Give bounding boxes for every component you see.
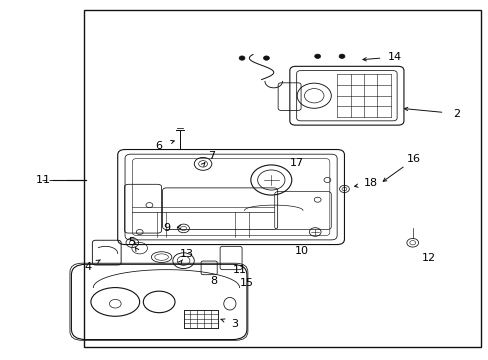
Text: 10: 10 bbox=[294, 246, 308, 256]
Bar bbox=[83, 10, 480, 347]
Text: 1–: 1– bbox=[43, 175, 56, 185]
Text: 2: 2 bbox=[452, 109, 459, 119]
Text: 6: 6 bbox=[155, 141, 163, 151]
Text: 17: 17 bbox=[289, 158, 304, 168]
Text: 18: 18 bbox=[364, 178, 378, 188]
Text: 3: 3 bbox=[231, 319, 238, 329]
Text: 14: 14 bbox=[387, 52, 401, 62]
Bar bbox=[183, 310, 217, 328]
Text: 11: 11 bbox=[232, 265, 246, 275]
Circle shape bbox=[338, 54, 344, 58]
Text: 9: 9 bbox=[163, 223, 170, 233]
Circle shape bbox=[239, 56, 244, 60]
Text: 16: 16 bbox=[407, 154, 420, 164]
Text: 4: 4 bbox=[85, 262, 92, 272]
Text: 8: 8 bbox=[210, 276, 217, 286]
Text: 12: 12 bbox=[421, 253, 435, 263]
Text: 15: 15 bbox=[240, 278, 253, 288]
Circle shape bbox=[314, 54, 320, 58]
Text: 7: 7 bbox=[207, 150, 214, 161]
Circle shape bbox=[263, 56, 269, 60]
Text: 1–: 1– bbox=[36, 175, 48, 185]
Text: 5: 5 bbox=[128, 237, 135, 247]
Text: 13: 13 bbox=[180, 249, 194, 259]
